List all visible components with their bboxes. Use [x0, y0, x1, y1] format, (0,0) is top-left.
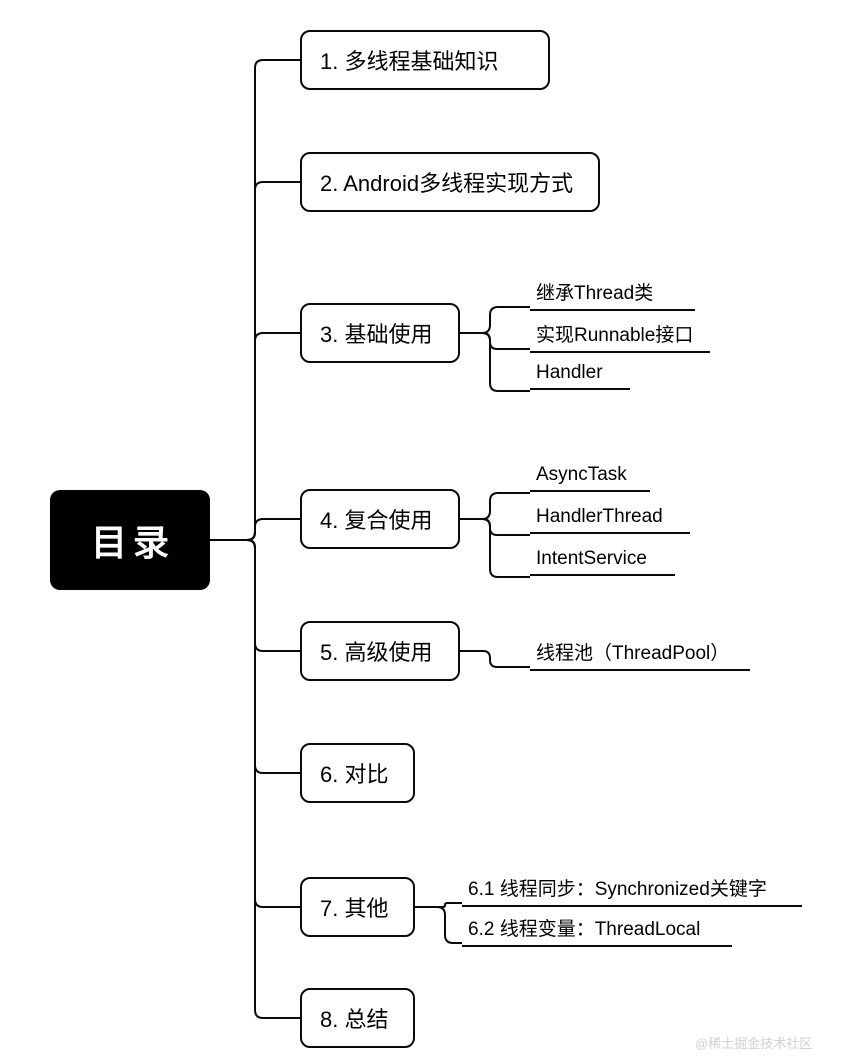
connector — [415, 907, 462, 943]
topic-node-2: 2. Android多线程实现方式 — [300, 152, 600, 212]
connector — [460, 307, 530, 333]
connector — [460, 333, 530, 349]
watermark-text: @稀土掘金技术社区 — [695, 1036, 812, 1051]
connector — [460, 333, 530, 391]
connector — [210, 540, 300, 1018]
leaf-node: HandlerThread — [530, 506, 690, 534]
topic-label: 3. 基础使用 — [320, 317, 432, 349]
leaf-node: 6.1 线程同步：Synchronized关键字 — [462, 874, 802, 907]
connector — [210, 60, 300, 540]
leaf-label: Handler — [536, 362, 603, 384]
connector — [210, 182, 300, 540]
topic-node-1: 1. 多线程基础知识 — [300, 30, 550, 90]
topic-label: 2. Android多线程实现方式 — [320, 166, 573, 198]
leaf-label: HandlerThread — [536, 506, 663, 528]
connector — [210, 540, 300, 651]
leaf-label: AsyncTask — [536, 464, 627, 486]
topic-node-5: 5. 高级使用 — [300, 621, 460, 681]
leaf-label: 6.2 线程变量：ThreadLocal — [468, 914, 700, 941]
connector — [460, 651, 530, 667]
connector — [210, 540, 300, 773]
leaf-label: IntentService — [536, 548, 647, 570]
leaf-node: 线程池（ThreadPool） — [530, 638, 750, 671]
watermark: @稀土掘金技术社区 — [695, 1033, 812, 1052]
topic-label: 6. 对比 — [320, 757, 388, 789]
root-label: 目录 — [91, 514, 175, 566]
topic-label: 7. 其他 — [320, 891, 388, 923]
mindmap-diagram: 目录 1. 多线程基础知识 2. Android多线程实现方式 3. 基础使用 4. … — [0, 0, 842, 1060]
leaf-node: AsyncTask — [530, 464, 650, 492]
connector — [210, 519, 300, 540]
topic-node-6: 6. 对比 — [300, 743, 415, 803]
leaf-node: Handler — [530, 362, 630, 390]
topic-label: 4. 复合使用 — [320, 503, 432, 535]
leaf-node: 继承Thread类 — [530, 278, 695, 311]
leaf-label: 6.1 线程同步：Synchronized关键字 — [468, 874, 767, 901]
leaf-label: 实现Runnable接口 — [536, 320, 693, 347]
leaf-node: 6.2 线程变量：ThreadLocal — [462, 914, 732, 947]
connector — [210, 540, 300, 907]
connector — [460, 519, 530, 535]
topic-label: 8. 总结 — [320, 1002, 388, 1034]
leaf-node: 实现Runnable接口 — [530, 320, 710, 353]
topic-label: 1. 多线程基础知识 — [320, 44, 498, 76]
connector — [210, 333, 300, 540]
leaf-label: 线程池（ThreadPool） — [536, 638, 729, 665]
connector — [415, 903, 462, 907]
connector — [460, 519, 530, 577]
leaf-node: IntentService — [530, 548, 675, 576]
root-node: 目录 — [50, 490, 210, 590]
leaf-label: 继承Thread类 — [536, 278, 653, 305]
topic-node-8: 8. 总结 — [300, 988, 415, 1048]
topic-node-3: 3. 基础使用 — [300, 303, 460, 363]
topic-node-4: 4. 复合使用 — [300, 489, 460, 549]
topic-node-7: 7. 其他 — [300, 877, 415, 937]
connector — [460, 493, 530, 519]
topic-label: 5. 高级使用 — [320, 635, 432, 667]
